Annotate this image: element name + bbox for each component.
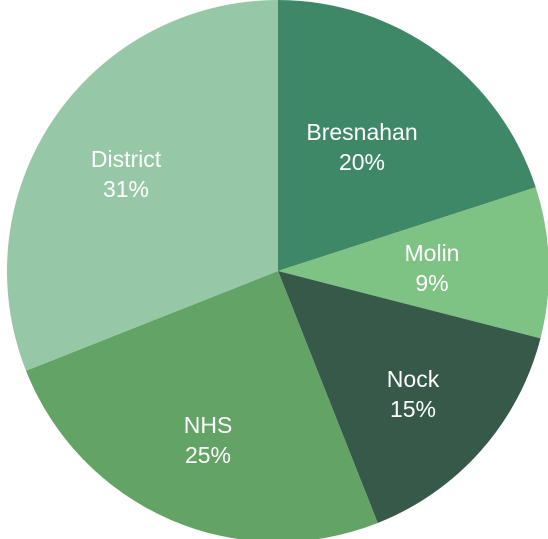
slice-percent-nhs: 25%	[185, 442, 231, 468]
slice-percent-molin: 9%	[415, 270, 448, 296]
pie-slice-molin	[278, 187, 548, 339]
slice-percent-district: 31%	[103, 176, 149, 202]
slice-percent-bresnahan: 20%	[339, 149, 385, 175]
pie-slice-bresnahan	[278, 0, 536, 271]
pie-slice-nock	[278, 271, 541, 523]
slice-label-molin: Molin	[405, 240, 460, 266]
slice-label-nock: Nock	[387, 366, 440, 392]
pie-slice-district	[6, 0, 279, 371]
slice-percent-nock: 15%	[390, 396, 436, 422]
slice-label-nhs: NHS	[184, 412, 233, 438]
pie-slice-nhs	[26, 271, 378, 539]
slice-label-district: District	[91, 146, 162, 172]
slice-label-bresnahan: Bresnahan	[306, 119, 417, 145]
pie-slices	[6, 0, 548, 539]
pie-labels: Bresnahan 20% Molin 9% Nock 15% NHS 25% District…	[91, 119, 460, 468]
